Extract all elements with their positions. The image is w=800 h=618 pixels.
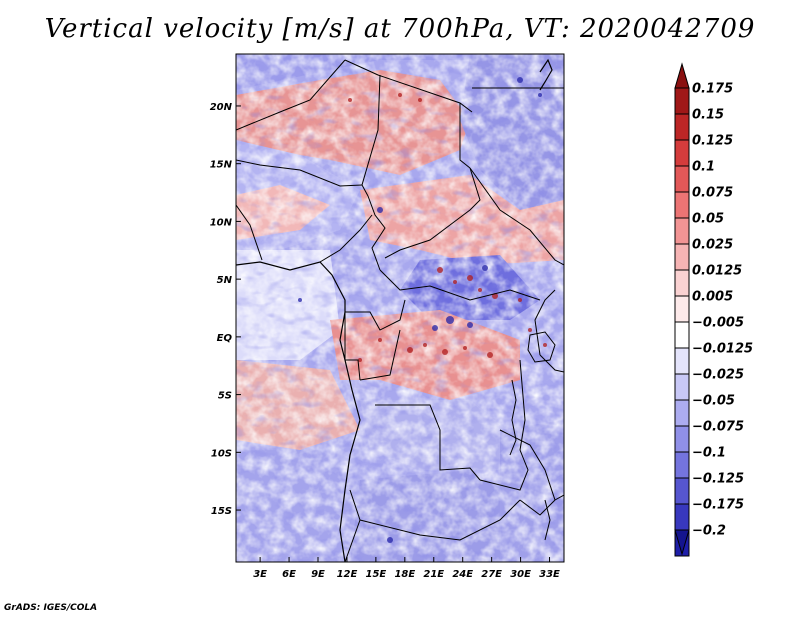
colorbar-swatch [674,477,690,505]
colorbar: 0.175 0.15 0.125 0.1 0.075 0.05 0.025 0.0125 0.0… [674,62,753,557]
lake-tanganyika [509,379,517,456]
colorbar-label: 0.0125 [692,264,742,279]
lat-label: 15N [210,160,233,171]
border-chad-cameroon [367,195,386,271]
border-malawi [519,494,564,516]
colorbar-swatch [674,113,690,141]
coastline-west-africa [236,261,361,562]
border-congo-drc [359,329,401,381]
border-zambia-south [359,499,521,541]
border-niger-nigeria [236,159,363,187]
latitude-axis: 20N 15N 10N 5N EQ 5S 10S 15S [210,102,241,517]
colorbar-swatch [674,165,690,193]
map-frame [235,53,565,563]
border-libya-niger-chad [344,59,473,113]
colorbar-label: −0.125 [692,472,744,487]
lon-label: 9E [311,569,325,580]
lon-label: 6E [282,569,296,580]
colorbar-label: 0.15 [692,108,724,123]
lat-label: 10S [211,448,232,459]
lat-label: 5N [217,275,233,286]
border-angola-drc [375,404,481,481]
lon-label: 18E [394,569,415,580]
colorbar-label: 0.025 [692,238,733,253]
map-panel [235,53,565,563]
border-kenya [539,354,564,373]
border-chad-sudan-north [459,103,471,169]
colorbar-swatch [674,373,690,401]
border-niger-algeria [236,59,346,131]
lat-label: 10N [210,217,233,228]
border-zambia-drc [479,449,529,491]
lon-label: 30E [510,569,531,580]
lon-label: 21E [423,569,444,580]
lat-label: 20N [210,102,233,113]
lake-victoria [527,331,556,363]
border-car-drc [379,269,541,301]
colorbar-swatch [674,191,690,219]
border-gabon [344,312,361,381]
colorbar-label: −0.2 [692,524,726,539]
field-texture-dark [236,54,564,562]
colorbar-label: −0.175 [692,498,744,513]
lake-malawi [544,499,551,541]
border-lake-tanganyika-line [519,359,526,451]
lat-label: EQ [217,333,233,344]
lon-label: 24E [452,569,473,580]
lat-label: 15S [211,506,232,517]
colorbar-label: −0.0125 [692,342,753,357]
colorbar-label: −0.075 [692,420,744,435]
field-descent-cores [298,77,542,543]
border-niger-chad [361,74,381,197]
colorbar-swatch [674,87,690,115]
colorbar-swatch [674,347,690,375]
border-nigeria-benin [236,204,263,261]
grads-credit: GrADS: IGES/COLA [4,603,98,613]
border-drc-uganda [534,289,556,356]
colorbar-label: 0.125 [692,134,733,149]
lakes [509,331,556,541]
coastline [236,58,553,562]
border-cameroon-congo [345,299,406,331]
colorbar-swatch [674,139,690,167]
colorbar-swatch [674,399,690,427]
border-chad-car [384,167,481,259]
map-title: Vertical velocity [m/s] at 700hPa, VT: 2… [44,14,756,44]
colorbar-extend-bottom [674,529,690,556]
colorbar-label: −0.05 [692,394,735,409]
lon-label: 3E [253,569,267,580]
colorbar-swatch [674,269,690,297]
colorbar-label: 0.075 [692,186,733,201]
colorbar-swatch [674,243,690,271]
lon-label: 12E [337,569,358,580]
coastline-red-sea-north [539,58,553,91]
colorbar-extend-top [674,62,690,89]
border-sudan-south [469,167,564,266]
lon-label: 33E [539,569,560,580]
colorbar-label: 0.175 [692,82,733,97]
colorbar-swatch [674,425,690,453]
colorbar-swatch [674,217,690,245]
colorbar-swatch [674,503,690,531]
field-convective-cores [348,93,547,362]
colorbar-label: −0.1 [692,446,726,461]
colorbar-swatch [674,321,690,349]
colorbar-label: 0.1 [692,160,715,175]
colorbar-swatch [674,295,690,323]
vertical-velocity-field [236,54,564,562]
colorbar-label: −0.005 [692,316,744,331]
colorbar-label: −0.025 [692,368,744,383]
colorbar-swatch [674,451,690,479]
longitude-axis: 3E 6E 9E 12E 15E 18E 21E 24E 27E 30E 33E [253,557,560,580]
colorbar-label: 0.005 [692,290,733,305]
lon-label: 15E [366,569,387,580]
lat-label: 5S [218,391,232,402]
lon-label: 27E [481,569,502,580]
colorbar-label: 0.05 [692,212,724,227]
border-nigeria-cameroon [319,214,373,263]
